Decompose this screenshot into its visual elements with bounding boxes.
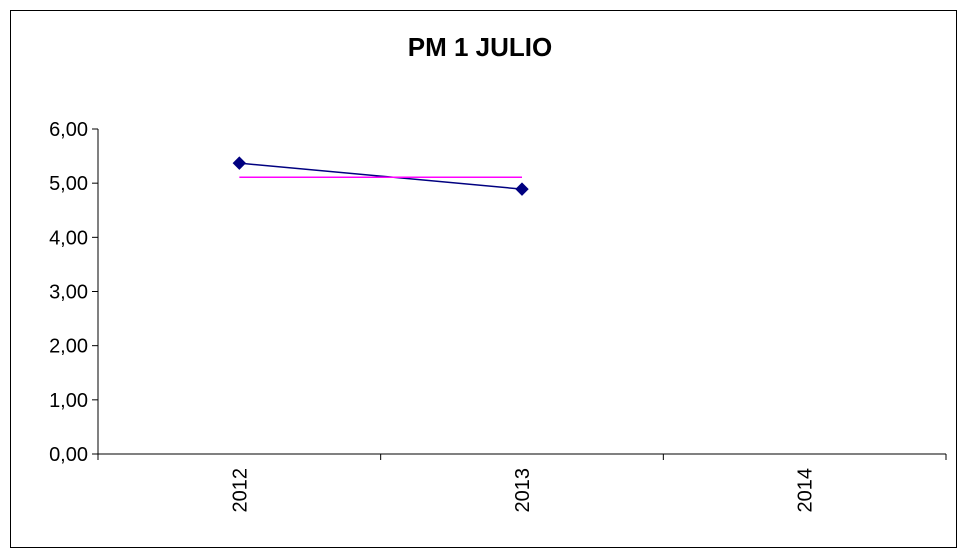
data-point-marker — [232, 156, 247, 170]
y-tick-label: 3,00 — [49, 282, 88, 304]
x-tick-label: 2014 — [795, 468, 817, 513]
y-tick-label: 0,00 — [49, 444, 88, 466]
series-line-1 — [239, 162, 523, 190]
chart-title: PM 1 JULIO — [407, 32, 553, 62]
y-tick-label: 5,00 — [49, 173, 88, 195]
y-tick-label: 1,00 — [49, 390, 88, 412]
y-tick-label: 2,00 — [49, 336, 88, 358]
y-tick-label: 4,00 — [49, 227, 88, 249]
y-tick-label: 6,00 — [49, 119, 88, 141]
data-point-marker — [515, 182, 529, 196]
chart-frame — [10, 10, 957, 548]
x-tick-label: 2013 — [512, 468, 534, 513]
x-tick-label: 2012 — [229, 468, 251, 513]
